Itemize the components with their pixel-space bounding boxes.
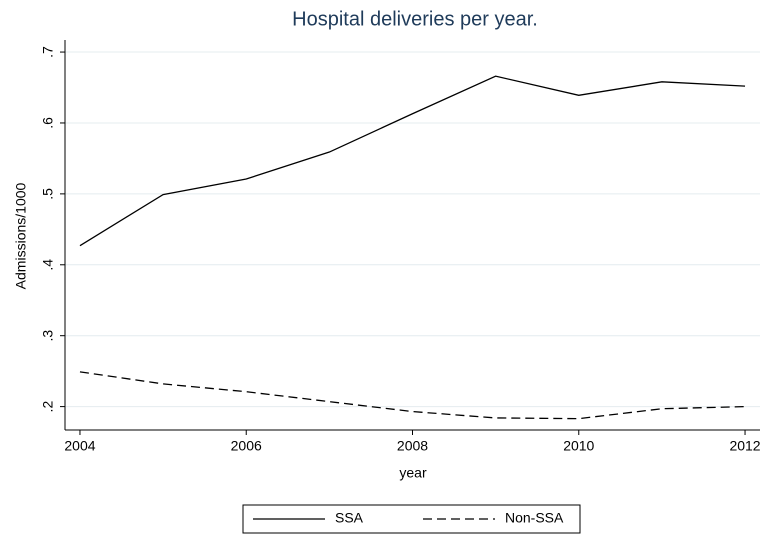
y-tick-label: .2 bbox=[40, 401, 56, 413]
chart-title: Hospital deliveries per year. bbox=[292, 8, 538, 30]
legend-label: Non-SSA bbox=[505, 510, 564, 526]
x-tick-label: 2008 bbox=[397, 438, 428, 454]
x-tick-label: 2006 bbox=[231, 438, 262, 454]
y-tick-label: .5 bbox=[40, 188, 56, 200]
x-tick-label: 2004 bbox=[64, 438, 95, 454]
y-axis-label: Admissions/1000 bbox=[13, 182, 29, 289]
y-tick-label: .3 bbox=[40, 330, 56, 342]
legend-box bbox=[242, 504, 581, 534]
y-tick-label: .4 bbox=[40, 259, 56, 271]
y-tick-label: .6 bbox=[40, 117, 56, 129]
series-line bbox=[79, 75, 746, 247]
x-tick-label: 2010 bbox=[563, 438, 594, 454]
series-line bbox=[79, 371, 746, 420]
x-axis-label: year bbox=[399, 465, 427, 481]
y-tick-label: .7 bbox=[40, 46, 56, 58]
legend-label: SSA bbox=[335, 510, 364, 526]
x-tick-label: 2012 bbox=[729, 438, 760, 454]
